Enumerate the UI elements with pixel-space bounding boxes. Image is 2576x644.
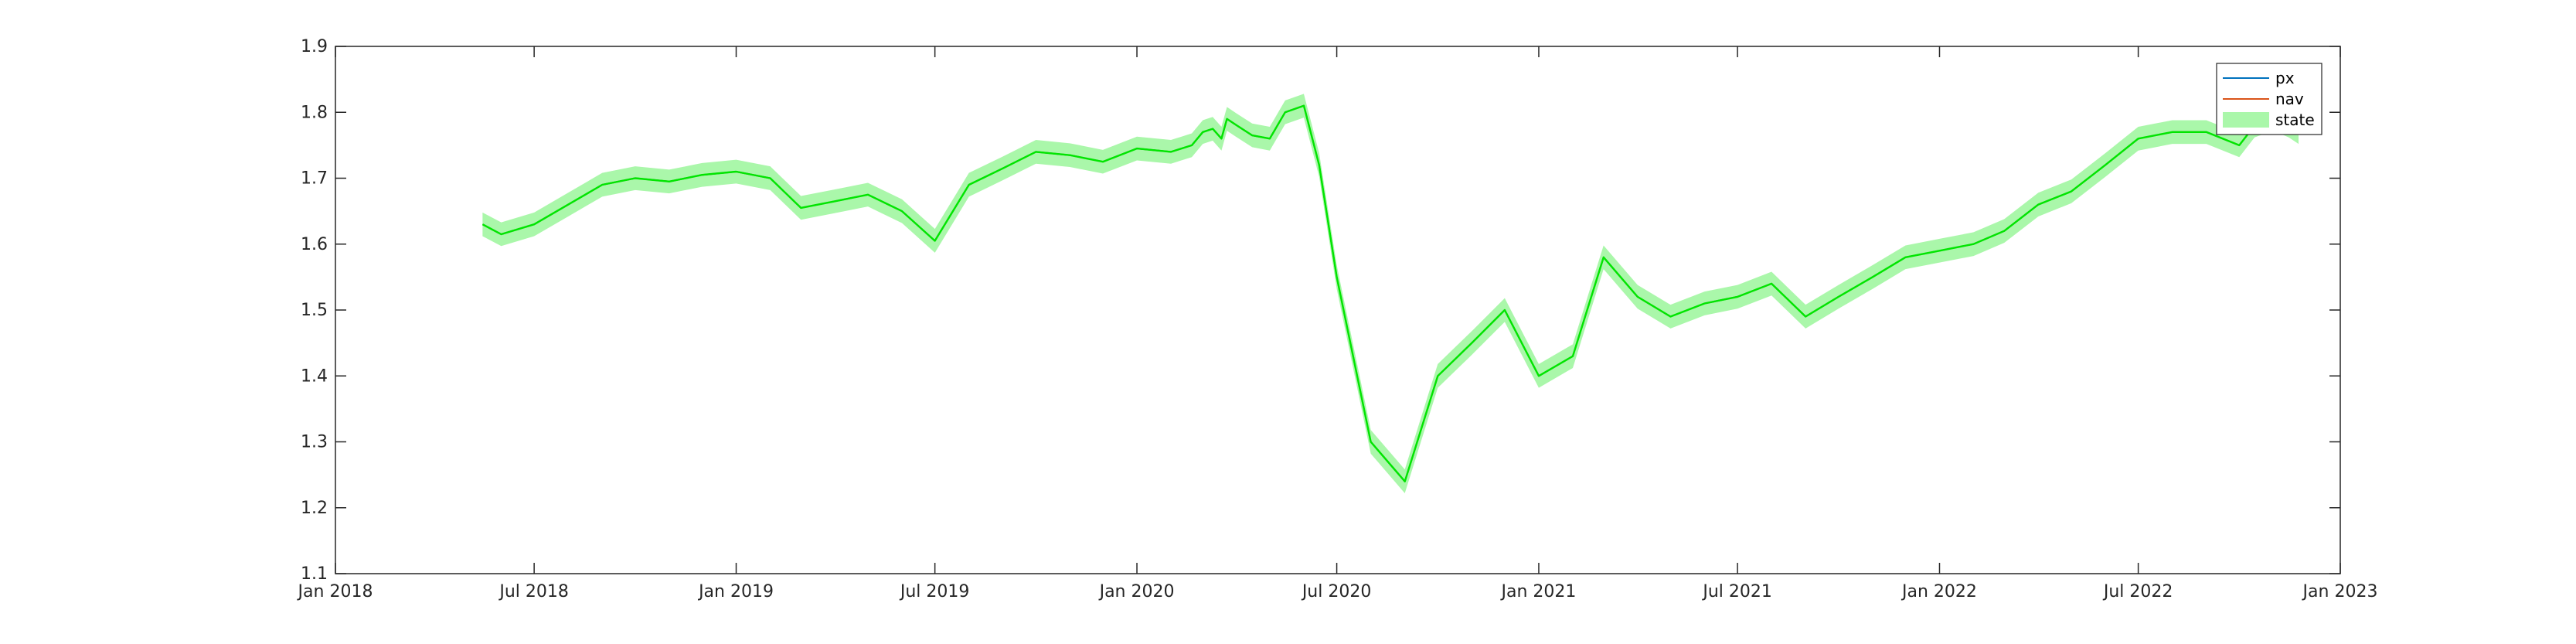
y-tick-label: 1.9 [301, 37, 328, 56]
y-tick-label: 1.6 [301, 235, 328, 254]
x-tick-label: Jul 2020 [1301, 582, 1372, 601]
series-line-state [482, 104, 2299, 482]
x-tick-label: Jul 2022 [2102, 582, 2173, 601]
legend-label-px: px [2275, 69, 2295, 87]
x-tick-label: Jan 2022 [1901, 582, 1977, 601]
x-tick-label: Jan 2020 [1098, 582, 1175, 601]
legend-label-state: state [2275, 111, 2315, 129]
y-tick-label: 1.4 [301, 366, 328, 386]
y-tick-label: 1.1 [301, 564, 328, 584]
x-tick-label: Jul 2021 [1701, 582, 1772, 601]
y-tick-label: 1.7 [301, 169, 328, 189]
tick-layer: Jan 2018 Jul 2018 Jan 2019 Jul 2019 Jan 2020… [297, 37, 2378, 601]
x-tick-label: Jul 2018 [498, 582, 569, 601]
plot-background [335, 46, 2340, 574]
y-tick-label: 1.3 [301, 433, 328, 452]
x-tick-label: Jan 2021 [1500, 582, 1577, 601]
legend-label-nav: nav [2275, 90, 2304, 108]
legend: px nav state [2216, 63, 2322, 135]
series-layer [482, 104, 2299, 482]
legend-swatch-state [2223, 112, 2269, 128]
y-tick-label: 1.5 [301, 301, 328, 320]
x-tick-label: Jul 2019 [899, 582, 970, 601]
x-tick-label: Jan 2019 [697, 582, 774, 601]
x-tick-label: Jan 2018 [297, 582, 373, 601]
x-tick-label: Jan 2023 [2302, 582, 2378, 601]
y-tick-label: 1.8 [301, 103, 328, 122]
y-tick-label: 1.2 [301, 499, 328, 518]
